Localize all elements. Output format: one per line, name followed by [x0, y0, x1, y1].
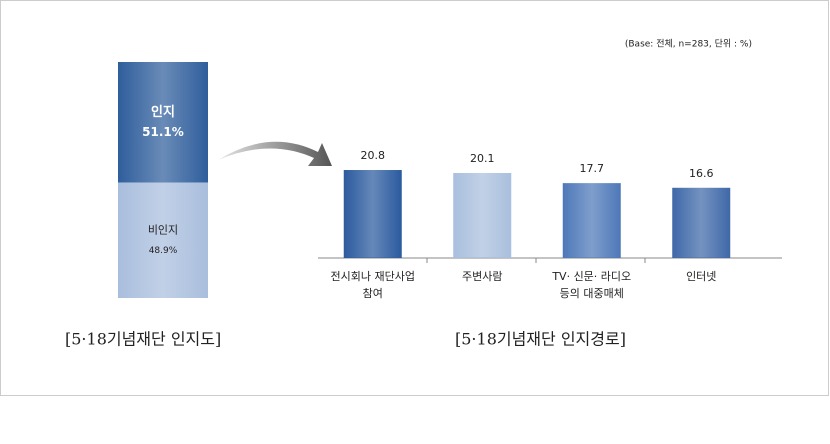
bar-segment	[118, 182, 208, 298]
chart-title: [5·18기념재단 인지도]	[65, 330, 221, 349]
bar	[453, 172, 512, 258]
value-label: 51.1%	[142, 125, 184, 139]
value-label: 17.7	[580, 162, 605, 175]
bar	[672, 187, 731, 258]
bar	[343, 170, 402, 258]
chart-title: [5·18기념재단 인지경로]	[455, 330, 626, 349]
bar	[562, 183, 621, 258]
value-label: 20.1	[470, 152, 495, 165]
arrow	[218, 141, 332, 166]
segment-label: 인지	[151, 104, 175, 120]
x-tick-label: 전시회나 재단사업 참여	[330, 270, 415, 300]
segment-label: 비인지	[148, 223, 178, 236]
x-tick-label: 주변사람	[462, 270, 503, 283]
value-label: 20.8	[361, 149, 386, 162]
x-tick-label: TV· 신문· 라디오 등의 대중매체	[552, 270, 632, 300]
note: (Base: 전체, n=283, 단위 : %)	[625, 39, 752, 50]
x-tick-label: 인터넷	[686, 270, 717, 283]
bar-segment	[118, 62, 208, 183]
value-label: 16.6	[689, 167, 714, 180]
frame	[0, 0, 829, 396]
value-label: 48.9%	[149, 246, 178, 256]
